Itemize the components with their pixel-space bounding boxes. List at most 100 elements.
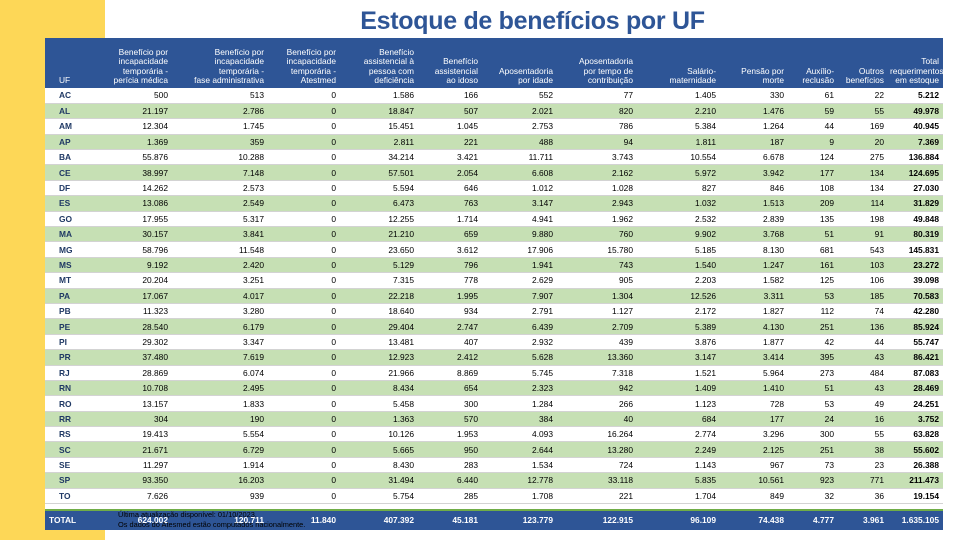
value-cell: 0 [268,457,340,474]
value-cell: 1.714 [418,211,482,228]
value-cell: 967 [720,457,788,474]
value-cell: 2.709 [557,318,637,335]
total-cell: 124.695 [888,164,943,181]
table-row: BA 55.876 10.288 0 34.214 3.421 11.711 3.743 10.… [45,149,943,166]
total-cell: 31.829 [888,195,943,212]
value-cell: 187 [720,134,788,151]
value-cell: 3.876 [637,334,720,351]
value-cell: 23 [838,457,888,474]
value-cell: 3.251 [172,272,268,289]
total-value: 4.777 [788,508,838,530]
value-cell: 0 [268,349,340,366]
value-cell: 6.440 [418,472,482,489]
value-cell: 304 [97,411,172,428]
uf-cell: PB [45,303,97,320]
value-cell: 484 [838,365,888,381]
column-header: Aposentadoria por idade [482,38,557,88]
value-cell: 0 [268,426,340,443]
value-cell: 32 [788,488,838,505]
column-header-line: incapacidade [286,56,336,67]
table-row: PI 29.302 3.347 0 13.481 407 2.932 439 3.876 1.87… [45,334,943,351]
value-cell: 2.495 [172,380,268,397]
total-cell: 70.583 [888,288,943,304]
value-cell: 1.833 [172,395,268,412]
total-value: 123.779 [482,508,557,530]
value-cell: 1.028 [557,180,637,197]
column-header-line [639,48,716,58]
table-header: UF Benefício por incapacidade temporária -p… [45,38,944,88]
value-cell: 15.780 [557,241,637,258]
value-cell: 12.923 [340,349,418,366]
value-cell: 1.247 [720,257,788,274]
value-cell: 16 [838,411,888,428]
value-cell: 0 [268,241,340,258]
total-cell: 19.154 [888,488,943,505]
total-cell: 7.369 [888,134,943,151]
column-header-line: Aposentadoria [498,65,553,76]
value-cell: 31.494 [340,472,418,489]
value-cell: 659 [418,226,482,243]
value-cell: 44 [788,118,838,135]
value-cell: 273 [788,365,838,381]
total-value: 122.915 [557,508,637,530]
value-cell: 22 [838,88,888,104]
value-cell: 1.369 [97,134,172,151]
value-cell: 40 [557,411,637,428]
value-cell: 21.671 [97,441,172,458]
value-cell: 359 [172,134,268,151]
uf-cell: MG [45,241,97,258]
value-cell: 2.323 [482,380,557,397]
total-cell: 28.469 [888,380,943,397]
total-cell: 23.272 [888,257,943,274]
value-cell: 330 [720,88,788,104]
value-cell: 3.311 [720,288,788,304]
value-cell: 950 [418,441,482,458]
value-cell: 1.534 [482,457,557,474]
value-cell: 11.711 [482,149,557,166]
value-cell: 3.147 [482,195,557,212]
value-cell: 0 [268,472,340,489]
column-header-line: pessoa com [368,65,414,76]
value-cell: 36 [838,488,888,505]
value-cell: 395 [788,349,838,366]
table-row: RO 13.157 1.833 0 5.458 300 1.284 266 1.123 728 53… [45,395,943,412]
total-cell: 136.884 [888,149,943,166]
value-cell: 552 [482,88,557,104]
column-header-line: Auxílio- [806,65,834,76]
total-cell: 49.848 [888,211,943,228]
uf-cell: GO [45,211,97,228]
table-body: AC 500 513 0 1.586 166 552 77 1.405 330 61 22 5.212 A… [45,88,943,510]
value-cell: 1.513 [720,195,788,212]
column-header: Pensão por morte [720,38,788,88]
value-cell: 300 [418,395,482,412]
column-header-line: assistencial à [363,56,414,67]
value-cell: 13.157 [97,395,172,412]
value-cell: 7.148 [172,164,268,181]
benefits-table-container: UF Benefício por incapacidade temporária -p… [45,38,944,530]
value-cell: 820 [557,103,637,120]
table-row: RS 19.413 5.554 0 10.126 1.953 4.093 16.264 2.77… [45,426,943,443]
value-cell: 1.521 [637,365,720,381]
value-cell: 10.126 [340,426,418,443]
value-cell: 209 [788,195,838,212]
value-cell: 7.315 [340,272,418,289]
table-row: RR 304 190 0 1.363 570 384 40 684 177 24 16 3.752 [45,411,943,428]
value-cell: 3.280 [172,303,268,320]
value-cell: 939 [172,488,268,505]
column-header-line: por tempo de [583,65,633,76]
value-cell: 1.123 [637,395,720,412]
uf-cell: AL [45,103,97,120]
value-cell: 9.880 [482,226,557,243]
uf-cell: RO [45,395,97,412]
value-cell: 0 [268,395,340,412]
value-cell: 513 [172,88,268,104]
table-row: PR 37.480 7.619 0 12.923 2.412 5.628 13.360 3.14… [45,349,943,366]
value-cell: 22.218 [340,288,418,304]
value-cell: 1.540 [637,257,720,274]
value-cell: 20 [838,134,888,151]
total-cell: 27.030 [888,180,943,197]
table-row: SE 11.297 1.914 0 8.430 283 1.534 724 1.143 967 73… [45,457,943,474]
value-cell: 728 [720,395,788,412]
value-cell: 11.323 [97,303,172,320]
value-cell: 407 [418,334,482,351]
